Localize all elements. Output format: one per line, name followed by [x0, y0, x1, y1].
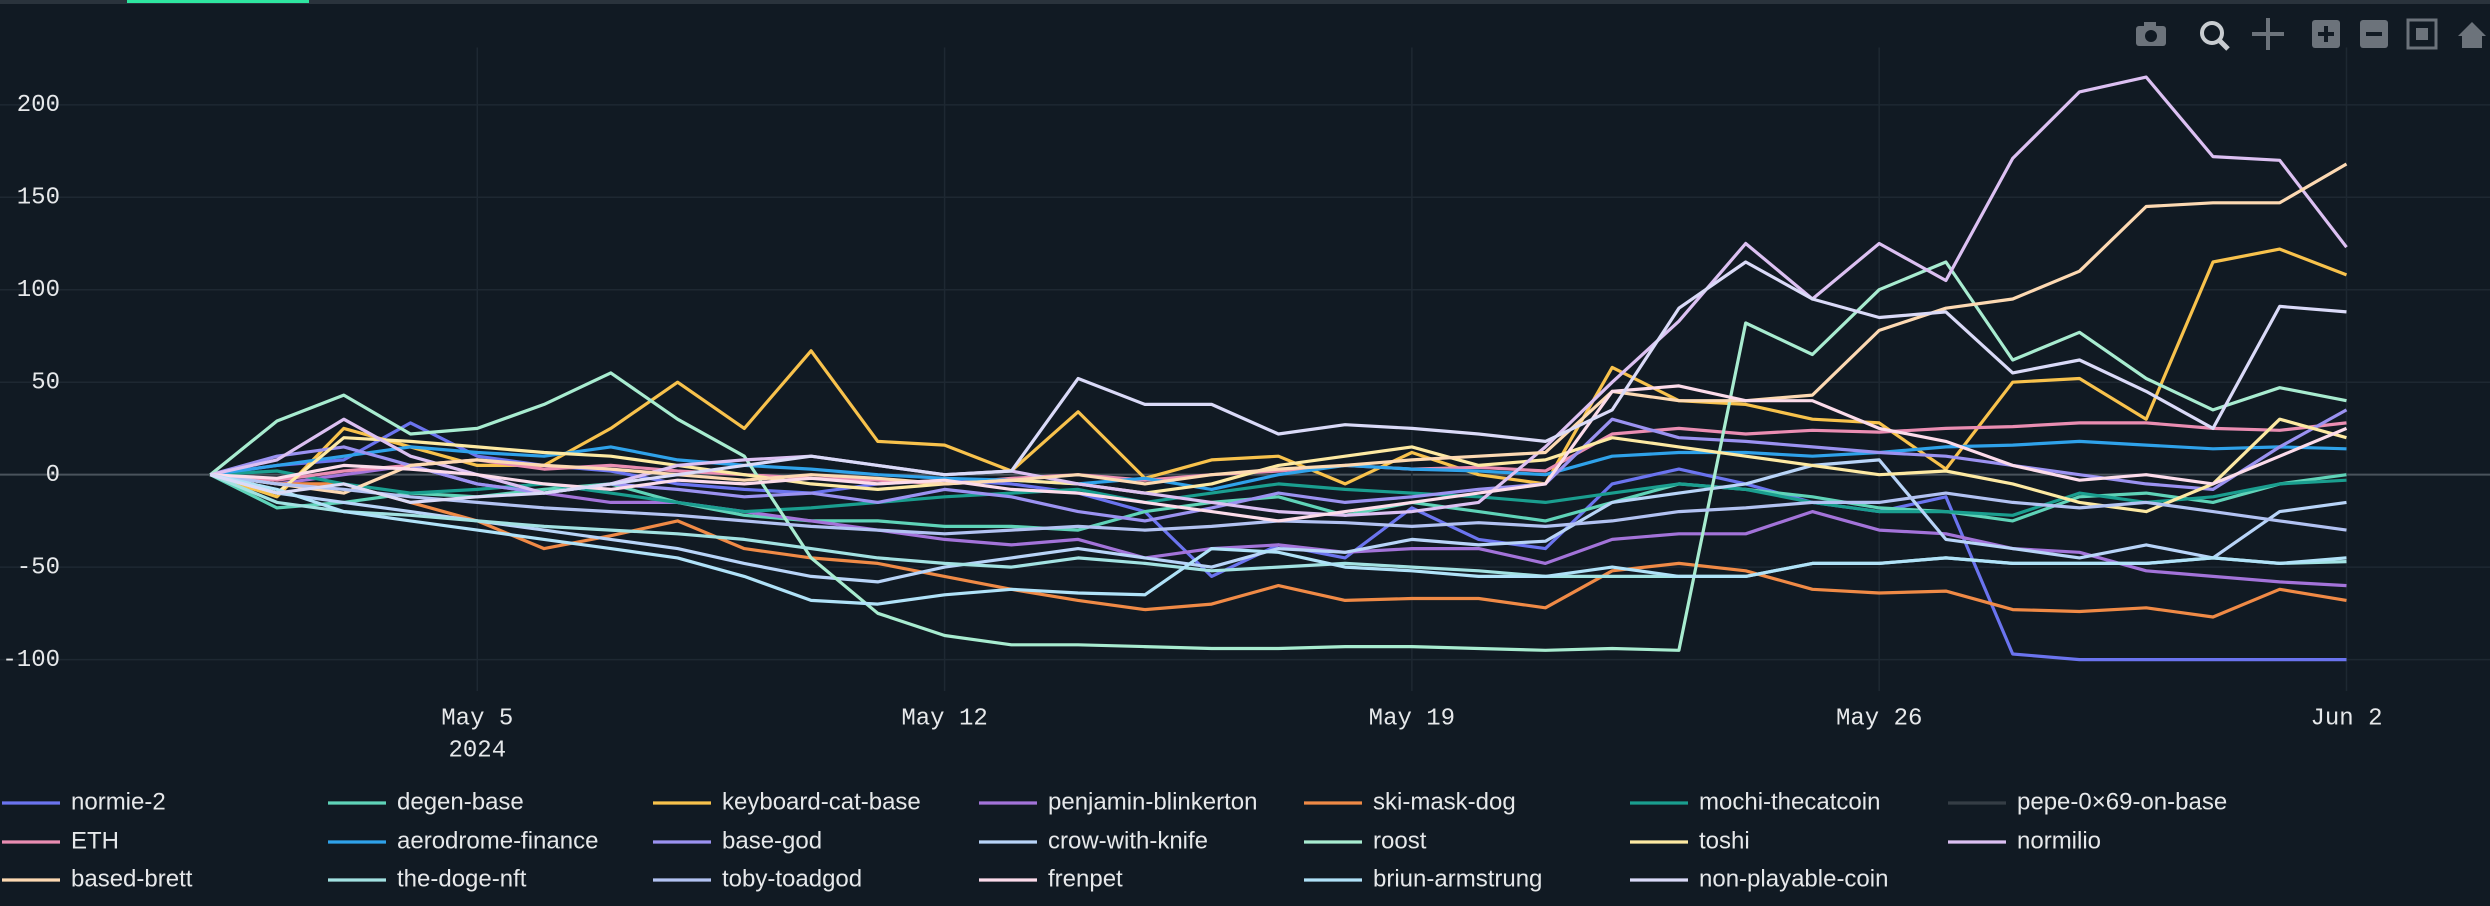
x-tick-label: May 26: [1836, 705, 1922, 732]
zoom-icon[interactable]: [2200, 21, 2230, 51]
y-tick-label: -100: [2, 647, 60, 674]
legend-item[interactable]: toby-toadgod: [653, 865, 862, 892]
legend-label: frenpet: [1048, 865, 1123, 892]
plot-area: [209, 75, 2348, 662]
zoom-in-icon[interactable]: [2312, 20, 2340, 48]
legend-label: the-doge-nft: [397, 865, 527, 892]
legend: normie-2 degen-base keyboard-cat-base penja…: [2, 788, 2227, 892]
series-line: [209, 458, 2347, 584]
active-tab-indicator: [127, 0, 309, 3]
series-line: [209, 417, 2347, 514]
x-tick-label: Jun 2: [2310, 705, 2382, 732]
legend-item[interactable]: base-god: [653, 827, 822, 854]
y-tick-label: 0: [46, 462, 60, 489]
legend-item[interactable]: penjamin-blinkerton: [979, 788, 1257, 815]
legend-item[interactable]: roost: [1304, 827, 1427, 854]
axes: -100 -50 0 50 100 150 200 May 5 2024 May 12 May 19…: [2, 92, 2382, 764]
y-tick-label: 50: [31, 370, 60, 397]
legend-item[interactable]: mochi-thecatcoin: [1630, 788, 1880, 815]
legend-label: ETH: [71, 827, 119, 854]
legend-label: non-playable-coin: [1699, 865, 1888, 892]
legend-label: base-god: [722, 827, 822, 854]
series-line: [210, 473, 2347, 619]
pan-icon[interactable]: [2252, 18, 2284, 50]
zoom-out-icon[interactable]: [2360, 20, 2388, 48]
series-line: [210, 463, 2347, 588]
series-line: [209, 473, 2347, 606]
y-tick-label: 100: [17, 277, 60, 304]
legend-label: keyboard-cat-base: [722, 788, 921, 815]
legend-item[interactable]: degen-base: [328, 788, 524, 815]
legend-item[interactable]: ETH: [2, 827, 119, 854]
autoscale-icon[interactable]: [2406, 18, 2438, 50]
reset-icon[interactable]: [2458, 22, 2486, 48]
series-line: [210, 162, 2348, 495]
x-year-label: 2024: [448, 737, 506, 764]
y-tick-label: 200: [17, 92, 60, 119]
legend-label: penjamin-blinkerton: [1048, 788, 1257, 815]
legend-label: briun-armstrung: [1373, 865, 1542, 892]
legend-item[interactable]: normie-2: [2, 788, 166, 815]
legend-label: based-brett: [71, 865, 193, 892]
x-tick-label: May 12: [901, 705, 987, 732]
legend-label: pepe-0×69-on-base: [2017, 788, 2227, 815]
camera-icon[interactable]: [2136, 22, 2166, 46]
legend-item[interactable]: the-doge-nft: [328, 865, 527, 892]
legend-label: toby-toadgod: [722, 865, 862, 892]
toolbar: [2136, 18, 2486, 51]
series-line: [209, 260, 2347, 652]
legend-label: toshi: [1699, 827, 1750, 854]
legend-item[interactable]: toshi: [1630, 827, 1750, 854]
y-tick-label: -50: [17, 554, 60, 581]
legend-item[interactable]: briun-armstrung: [1304, 865, 1542, 892]
legend-item[interactable]: pepe-0×69-on-base: [1948, 788, 2227, 815]
legend-label: roost: [1373, 827, 1427, 854]
series-line: [209, 260, 2347, 504]
legend-label: normie-2: [71, 788, 166, 815]
legend-label: mochi-thecatcoin: [1699, 788, 1880, 815]
legend-label: crow-with-knife: [1048, 827, 1208, 854]
top-bar: [0, 0, 2490, 4]
legend-label: ski-mask-dog: [1373, 788, 1516, 815]
legend-item[interactable]: based-brett: [2, 865, 193, 892]
legend-label: degen-base: [397, 788, 524, 815]
x-tick-label: May 5: [441, 705, 513, 732]
legend-item[interactable]: keyboard-cat-base: [653, 788, 921, 815]
grid: [0, 47, 2490, 691]
legend-item[interactable]: non-playable-coin: [1630, 865, 1888, 892]
legend-item[interactable]: ski-mask-dog: [1304, 788, 1516, 815]
legend-label: aerodrome-finance: [397, 827, 598, 854]
legend-item[interactable]: frenpet: [979, 865, 1123, 892]
y-tick-label: 150: [17, 185, 60, 212]
legend-item[interactable]: crow-with-knife: [979, 827, 1208, 854]
legend-label: normilio: [2017, 827, 2101, 854]
legend-item[interactable]: aerodrome-finance: [328, 827, 598, 854]
legend-item[interactable]: normilio: [1948, 827, 2101, 854]
series-line: [210, 384, 2348, 523]
x-tick-label: May 19: [1369, 705, 1455, 732]
